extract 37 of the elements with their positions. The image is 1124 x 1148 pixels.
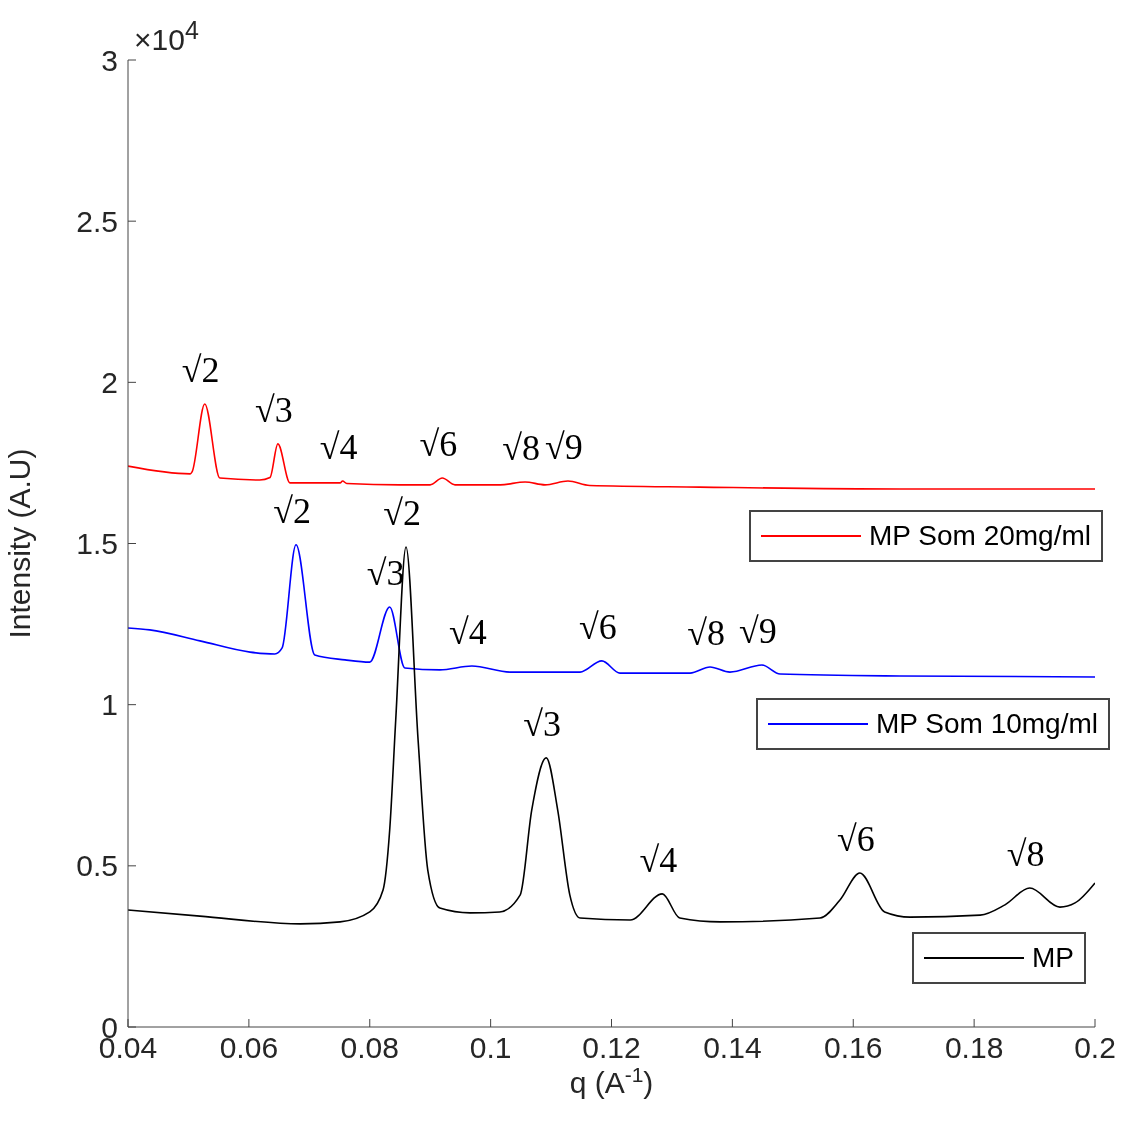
annotation: √4: [449, 611, 487, 652]
x-tick-label: 0.2: [1074, 1031, 1116, 1065]
annotation: √2: [273, 490, 311, 531]
x-tick-label: 0.06: [219, 1031, 279, 1065]
x-tick-label: 0.08: [340, 1031, 399, 1065]
annotation: √8: [1006, 834, 1045, 875]
annotation: √4: [639, 839, 678, 880]
x-tick-label: 0.12: [582, 1031, 641, 1065]
annotation: √2: [181, 349, 220, 390]
annotation: √6: [578, 606, 617, 647]
x-tick-label: 0.16: [824, 1031, 883, 1065]
legend-label: MP: [1032, 941, 1074, 974]
legend-label: MP Som 10mg/ml: [876, 707, 1098, 740]
y-tick-label: 2: [101, 365, 118, 399]
y-tick-label: 3: [101, 43, 118, 77]
y-axis-title: Intensity (A.U): [3, 448, 36, 639]
x-axis-title: q (A$^{-1}$): [569, 1062, 654, 1099]
annotation: √2: [383, 493, 421, 534]
legend-label: MP Som 20mg/ml: [869, 520, 1091, 553]
annotation: √3: [366, 553, 405, 593]
y-tick-label: 0.5: [76, 849, 118, 883]
y-tick-label: 2.5: [76, 204, 118, 238]
annotation: √8: [502, 427, 540, 468]
y-tick-label: 1.5: [76, 527, 118, 561]
y-tick-label: 1: [101, 688, 118, 722]
x-tick-label: 0.14: [703, 1031, 762, 1065]
text: ×10$^{4}$: [134, 16, 199, 57]
annotation: √9: [545, 426, 583, 467]
annotation: √6: [837, 818, 875, 859]
annotation: √8: [687, 612, 725, 653]
annotation: √6: [419, 424, 458, 465]
annotation: √3: [523, 703, 562, 744]
annotation: √9: [739, 611, 777, 652]
annotation: √4: [319, 426, 358, 467]
annotation: √3: [255, 389, 293, 430]
x-tick-label: 0.18: [944, 1031, 1004, 1065]
x-tick-label: 0.1: [469, 1031, 512, 1065]
